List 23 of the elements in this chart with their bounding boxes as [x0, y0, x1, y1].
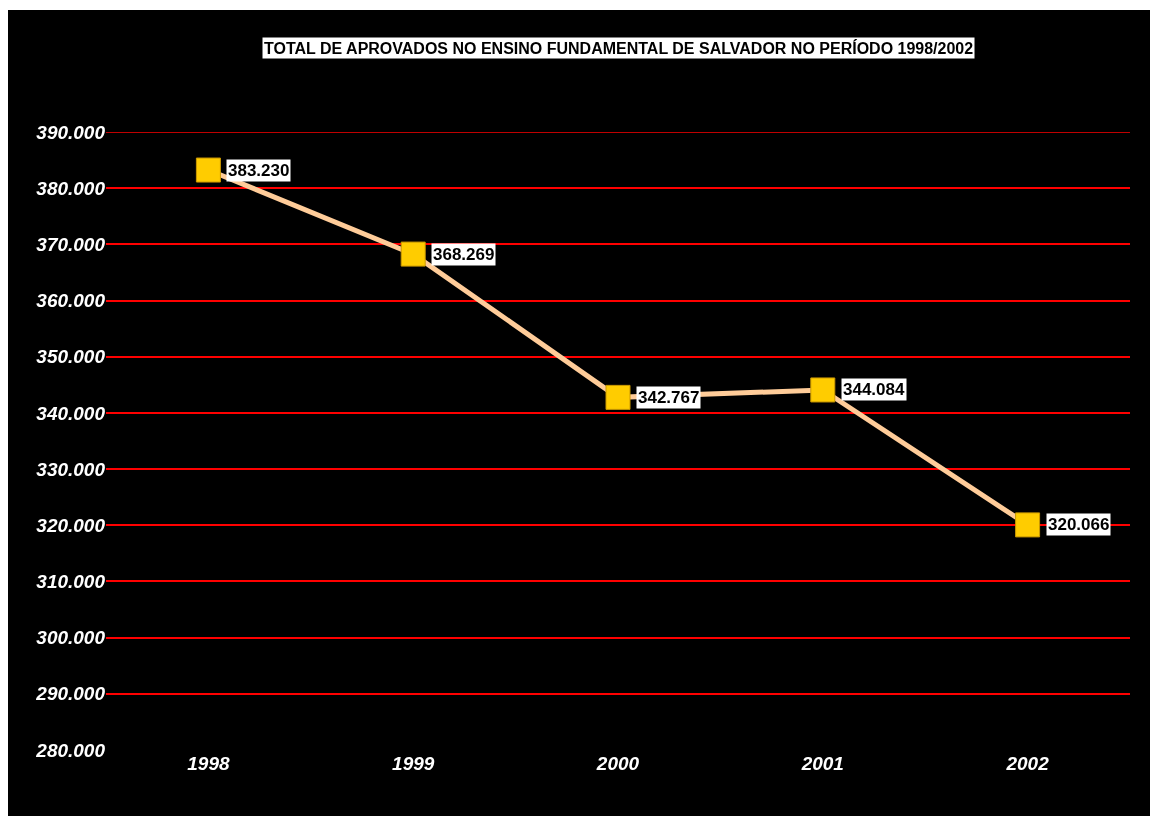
x-tick-label: 1998 [187, 753, 230, 774]
x-tick-label: 2002 [1005, 753, 1050, 774]
x-tick-label: 2000 [595, 753, 640, 774]
y-tick-label: 390.000 [36, 121, 106, 143]
y-tick-label: 320.000 [36, 514, 106, 536]
y-tick-label: 340.000 [36, 402, 106, 424]
data-label: 342.767 [638, 388, 700, 407]
y-tick-label: 370.000 [36, 234, 106, 256]
y-tick-label: 360.000 [36, 290, 106, 312]
y-tick-label: 380.000 [36, 177, 106, 199]
data-label: 320.066 [1048, 515, 1110, 534]
y-tick-label: 330.000 [36, 458, 106, 480]
data-label: 368.269 [433, 245, 495, 264]
y-tick-label: 280.000 [35, 739, 106, 761]
y-tick-label: 310.000 [36, 571, 106, 593]
x-tick-label: 2001 [800, 753, 844, 774]
x-tick-label: 1999 [392, 753, 435, 774]
data-label: 344.084 [843, 380, 905, 399]
data-label: 383.230 [228, 161, 290, 180]
chart-title: TOTAL DE APROVADOS NO ENSINO FUNDAMENTAL DE SALVADOR NO PERÍODO 1998/2002 [264, 39, 974, 57]
y-tick-label: 290.000 [35, 683, 106, 705]
y-tick-label: 350.000 [36, 346, 106, 368]
y-tick-label: 300.000 [36, 627, 106, 649]
